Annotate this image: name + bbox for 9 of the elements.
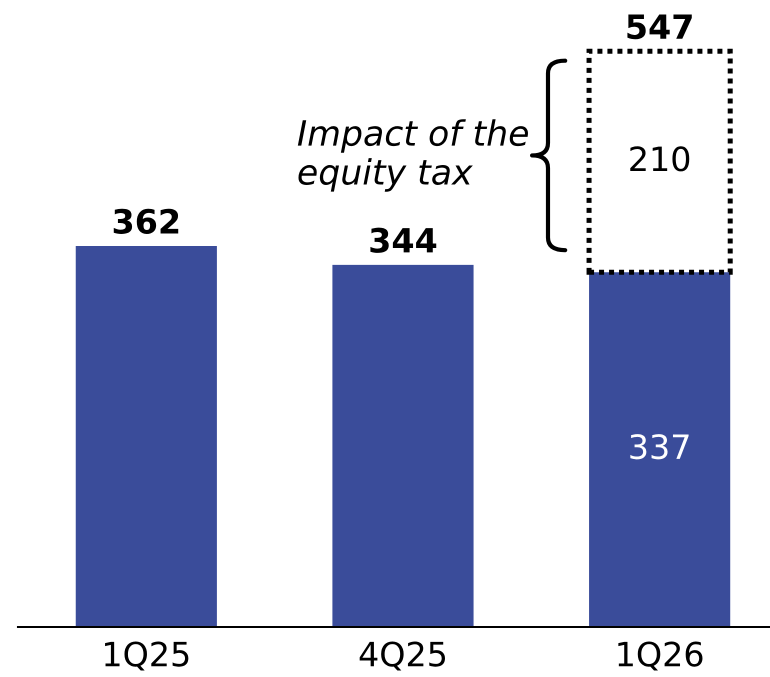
data-label: 210 xyxy=(630,146,690,172)
x-tick-label: 1Q25 xyxy=(105,641,188,671)
total-label: 362 xyxy=(114,208,178,234)
annotation: Impact of the equity tax xyxy=(298,119,528,192)
x-tick-label: 1Q26 xyxy=(618,641,702,671)
data-label: 337 xyxy=(630,434,689,460)
total-label: 547 xyxy=(627,14,692,40)
x-tick-label: 4Q25 xyxy=(360,641,445,671)
total-label: 344 xyxy=(370,228,436,253)
